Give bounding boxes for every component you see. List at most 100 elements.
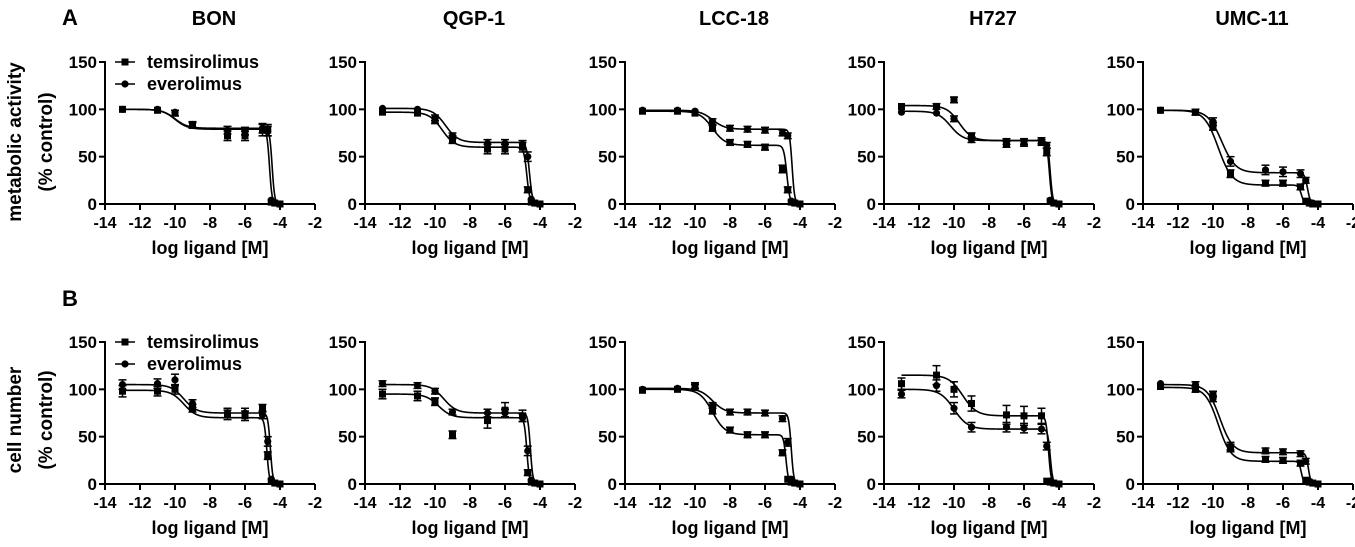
row-b-ylabel-line2: (% control) (36, 370, 57, 469)
x-tick-label: -4 (273, 495, 287, 512)
chart-panel-b-4: 0 50 100 150 -14 -12 -10 -8 -6 -4 -2 log ligand [M] (848, 333, 1102, 538)
data-point-temsirolimus (933, 371, 940, 379)
x-tick-label: -8 (723, 215, 737, 232)
chart-panel-a-1: BON 0 50 100 150 -14 -12 -10 -8 -6 -4 -2 log ligand … (69, 8, 323, 258)
x-tick-label: -2 (308, 495, 322, 512)
chart-title: UMC-11 (1215, 8, 1288, 30)
data-point-temsirolimus (933, 102, 940, 110)
data-point-everolimus (413, 381, 422, 390)
data-point-everolimus (536, 200, 544, 208)
y-tick-label: 100 (69, 100, 97, 119)
y-tick-label: 50 (598, 428, 617, 447)
data-point-everolimus (708, 118, 717, 126)
data-point-everolimus (726, 408, 734, 416)
data-point-everolimus (1191, 381, 1200, 389)
y-tick-label: 150 (589, 333, 617, 352)
data-point-everolimus (1296, 170, 1305, 178)
chart-title: QGP-1 (443, 8, 505, 30)
data-point-temsirolimus (1279, 179, 1287, 187)
x-tick-label: -14 (353, 215, 376, 232)
data-point-everolimus (378, 380, 387, 388)
data-point-temsirolimus (431, 398, 439, 406)
x-tick-label: -2 (568, 495, 582, 512)
y-tick-label: 0 (867, 475, 876, 494)
data-point-temsirolimus (524, 469, 532, 477)
data-point-temsirolimus (501, 145, 509, 153)
x-tick-label: -10 (1201, 215, 1224, 232)
chart-title: LCC-18 (699, 8, 769, 30)
data-point-temsirolimus (968, 400, 975, 408)
data-point-everolimus (796, 200, 804, 208)
data-point-everolimus (784, 438, 792, 446)
data-point-temsirolimus (726, 138, 734, 146)
x-axis-label: log ligand [M] (931, 238, 1048, 258)
series-temsirolimus (378, 388, 544, 488)
legend-label-everolimus: everolimus (147, 74, 242, 94)
series-everolimus (378, 104, 544, 208)
data-point-everolimus (153, 105, 162, 113)
chart-panel-a-2: QGP-1 0 50 100 150 -14 -12 -10 -8 -6 -4 -2 log ligan… (329, 8, 583, 258)
data-point-temsirolimus (449, 136, 456, 144)
data-point-temsirolimus (744, 431, 751, 439)
x-axis-label: log ligand [M] (152, 238, 269, 258)
data-point-temsirolimus (484, 145, 491, 153)
data-point-everolimus (1043, 141, 1051, 149)
fit-curve-temsirolimus (382, 393, 540, 485)
data-point-everolimus (1002, 423, 1011, 431)
y-tick-label: 0 (867, 195, 876, 214)
legend-label-temsirolimus: temsirolimus (147, 332, 259, 352)
data-point-temsirolimus (379, 108, 386, 116)
x-tick-label: -4 (533, 215, 547, 232)
fit-curve-everolimus (901, 388, 1060, 485)
data-point-everolimus (241, 409, 249, 417)
data-point-everolimus (501, 409, 509, 417)
x-tick-label: -12 (388, 495, 411, 512)
y-tick-label: 100 (329, 100, 357, 119)
fit-curve-temsirolimus (901, 104, 1060, 205)
x-tick-label: -4 (793, 495, 807, 512)
row-a-ylabel-line2: (% control) (36, 92, 57, 191)
data-point-temsirolimus (726, 426, 734, 434)
y-tick-label: 50 (857, 148, 876, 167)
y-tick-label: 100 (589, 380, 617, 399)
x-tick-label: -14 (1131, 495, 1154, 512)
panel-label-a: A (62, 5, 78, 30)
data-point-temsirolimus (968, 132, 975, 140)
data-point-everolimus (241, 127, 249, 135)
x-tick-label: -6 (1276, 215, 1290, 232)
data-point-temsirolimus (119, 387, 126, 395)
data-point-everolimus (932, 381, 941, 390)
x-tick-label: -8 (1241, 495, 1255, 512)
y-tick-label: 100 (1107, 380, 1135, 399)
x-tick-label: -10 (942, 495, 965, 512)
fit-curve-temsirolimus (382, 111, 540, 205)
x-tick-label: -4 (1052, 495, 1066, 512)
y-tick-label: 50 (598, 148, 617, 167)
data-point-everolimus (153, 380, 162, 388)
data-point-everolimus (1043, 442, 1051, 450)
x-tick-label: -12 (1166, 215, 1189, 232)
y-tick-label: 0 (88, 195, 97, 214)
x-tick-label: -14 (353, 495, 376, 512)
data-point-everolimus (1020, 424, 1028, 432)
x-tick-label: -4 (273, 215, 287, 232)
data-point-everolimus (691, 107, 699, 115)
data-point-everolimus (778, 415, 787, 423)
y-tick-label: 0 (608, 475, 617, 494)
fit-curve-everolimus (1160, 109, 1319, 205)
x-tick-label: -10 (163, 215, 186, 232)
legend-marker-temsirolimus (121, 338, 129, 346)
x-axis-label: log ligand [M] (672, 238, 789, 258)
x-tick-label: -6 (758, 495, 772, 512)
data-point-temsirolimus (1003, 411, 1010, 419)
fit-curve-temsirolimus (901, 374, 1059, 485)
x-tick-label: -14 (613, 495, 636, 512)
data-point-everolimus (967, 423, 976, 431)
x-tick-label: -2 (1346, 215, 1355, 232)
data-point-temsirolimus (1043, 148, 1051, 156)
x-tick-label: -4 (793, 215, 807, 232)
series-temsirolimus (639, 381, 804, 488)
data-point-everolimus (1226, 442, 1235, 450)
x-tick-label: -6 (1017, 215, 1031, 232)
